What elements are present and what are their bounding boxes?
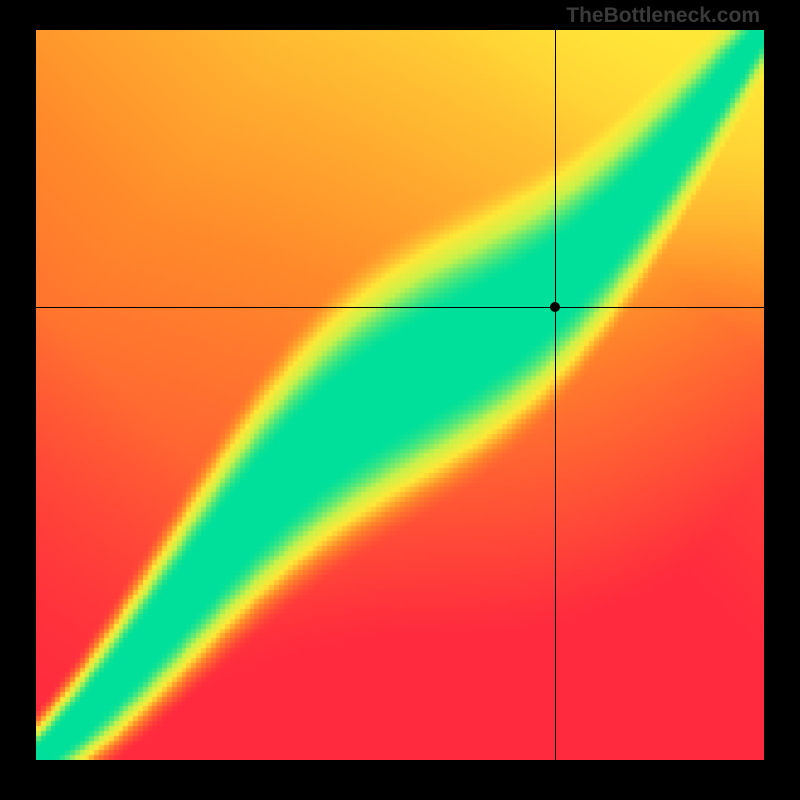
attribution-text: TheBottleneck.com bbox=[566, 4, 760, 28]
crosshair-vertical bbox=[555, 30, 556, 760]
heatmap-canvas bbox=[36, 30, 764, 760]
crosshair-horizontal bbox=[36, 307, 764, 308]
chart-container: TheBottleneck.com bbox=[0, 0, 800, 800]
crosshair-marker bbox=[550, 302, 560, 312]
